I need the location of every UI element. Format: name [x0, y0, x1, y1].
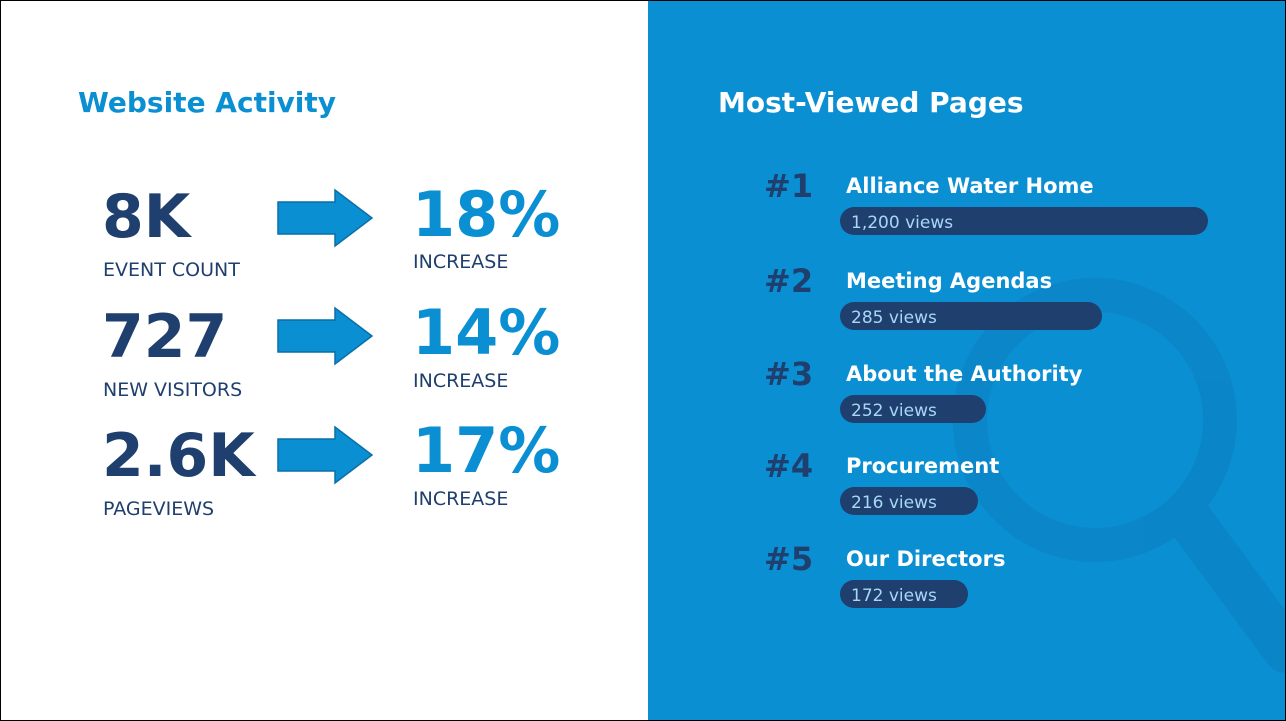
page-name: Meeting Agendas [846, 269, 1052, 293]
right-title: Most-Viewed Pages [718, 86, 1024, 119]
left-title: Website Activity [78, 86, 336, 119]
views-pill [840, 395, 986, 423]
page-rank: #1 [764, 167, 813, 205]
arrow [277, 306, 374, 366]
views-pill [840, 207, 1208, 235]
views-pill [840, 580, 968, 608]
page-views: 285 views [851, 308, 937, 328]
metric-change: 17% [412, 414, 560, 487]
views-pill [840, 302, 1102, 330]
arrow [277, 188, 374, 248]
page-views: 172 views [851, 586, 937, 606]
page-rank: #3 [764, 355, 813, 393]
metric-value: 8K [102, 182, 193, 252]
metric-label: EVENT COUNT [103, 259, 240, 281]
metric-value: 2.6K [102, 421, 257, 491]
views-pill [840, 487, 978, 515]
metric-value: 727 [102, 302, 227, 372]
metric-label: PAGEVIEWS [103, 498, 214, 520]
page-views: 216 views [851, 493, 937, 513]
right-panel [648, 0, 1286, 721]
metric-change-label: INCREASE [413, 251, 508, 273]
page-rank: #4 [764, 447, 813, 485]
metric-change: 14% [412, 296, 560, 369]
arrow [277, 425, 374, 485]
page-rank: #2 [764, 262, 813, 300]
page-views: 1,200 views [851, 213, 953, 233]
page-name: Our Directors [846, 547, 1005, 571]
page-views: 252 views [851, 401, 937, 421]
metric-label: NEW VISITORS [103, 379, 242, 401]
page-name: About the Authority [846, 362, 1083, 386]
page-name: Procurement [846, 454, 999, 478]
metric-change: 18% [412, 178, 560, 251]
page-rank: #5 [764, 540, 813, 578]
metric-change-label: INCREASE [413, 488, 508, 510]
metric-change-label: INCREASE [413, 370, 508, 392]
page-name: Alliance Water Home [846, 174, 1094, 198]
